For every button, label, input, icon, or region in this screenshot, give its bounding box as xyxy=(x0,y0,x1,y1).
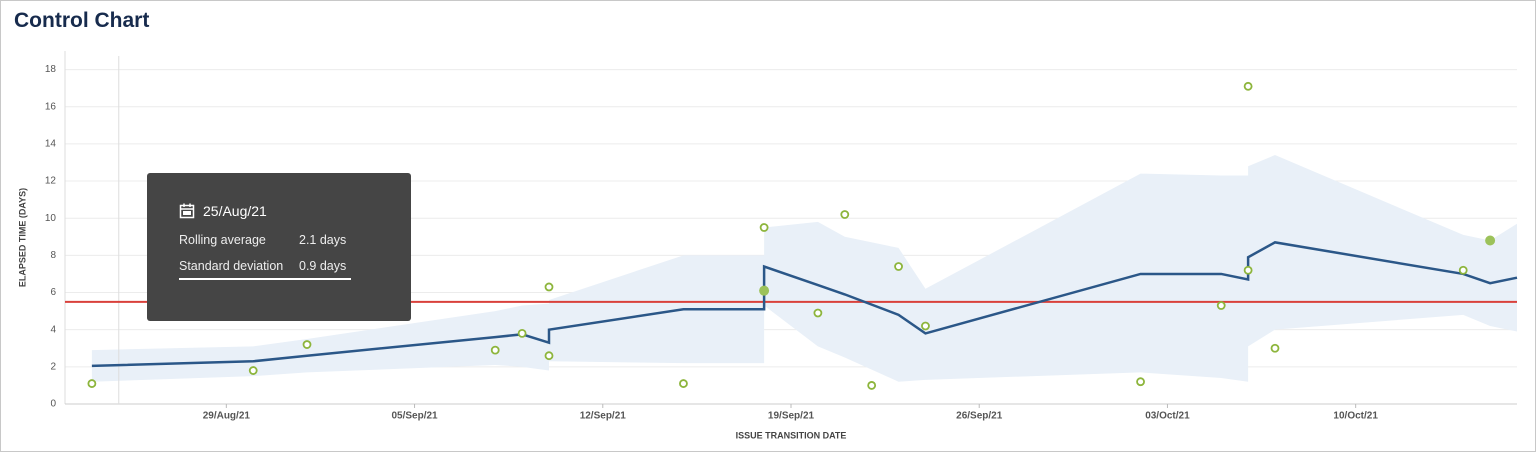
issue-point xyxy=(302,340,312,349)
issue-point xyxy=(1458,265,1468,275)
issue-point xyxy=(544,282,554,292)
tooltip-date-row: 25/Aug/21 xyxy=(179,203,411,219)
issue-point xyxy=(517,328,527,338)
issue-point xyxy=(490,345,500,355)
chart-title: Control Chart xyxy=(14,9,150,32)
y-tick-label: 4 xyxy=(50,324,56,335)
issue-point xyxy=(1216,301,1226,310)
rolling-average-line xyxy=(91,241,1518,368)
std-dev-band xyxy=(91,155,1517,382)
issue-point xyxy=(1136,377,1145,387)
issue-point xyxy=(87,379,97,388)
cluster-point xyxy=(1485,235,1496,246)
issue-point xyxy=(1243,265,1253,275)
tooltip-label: Rolling average xyxy=(179,233,266,247)
tooltip-label: Standard deviation xyxy=(179,259,284,273)
y-tick-label: 6 xyxy=(50,287,56,298)
x-tick-label: 05/Sep/21 xyxy=(391,411,438,422)
issue-point xyxy=(921,321,930,331)
tooltip: 25/Aug/21 Rolling average 2.1 days Standa… xyxy=(147,173,411,321)
x-tick-label: 12/Sep/21 xyxy=(580,411,627,422)
issue-point xyxy=(759,223,769,232)
y-tick-label: 18 xyxy=(45,64,57,75)
issue-point xyxy=(867,381,877,390)
y-tick-label: 16 xyxy=(45,101,57,112)
cluster-point xyxy=(759,285,770,296)
tooltip-value: 0.9 days xyxy=(299,259,347,273)
issue-point xyxy=(813,308,823,318)
y-tick-label: 2 xyxy=(50,361,56,372)
x-tick-label: 10/Oct/21 xyxy=(1333,411,1378,422)
tooltip-row: Rolling average 2.1 days xyxy=(179,233,411,247)
tooltip-value: 2.1 days xyxy=(299,233,347,247)
issue-point xyxy=(679,379,688,388)
tooltip-row: Standard deviation 0.9 days xyxy=(179,259,351,280)
issue-point xyxy=(840,210,850,219)
y-tick-label: 8 xyxy=(50,250,56,261)
y-axis-label: ELAPSED TIME (DAYS) xyxy=(17,188,27,287)
x-tick-label: 19/Sep/21 xyxy=(768,411,815,422)
issue-point xyxy=(1270,343,1280,353)
y-tick-label: 10 xyxy=(45,213,57,224)
y-tick-label: 12 xyxy=(45,176,57,187)
x-axis-label: ISSUE TRANSITION DATE xyxy=(736,430,847,440)
tooltip-date: 25/Aug/21 xyxy=(203,203,267,219)
x-tick-label: 26/Sep/21 xyxy=(956,411,1003,422)
x-tick-label: 03/Oct/21 xyxy=(1145,411,1190,422)
x-tick-label: 29/Aug/21 xyxy=(203,411,251,422)
issue-point xyxy=(894,262,903,271)
calendar-icon xyxy=(179,203,195,219)
issue-point xyxy=(248,366,258,375)
y-tick-label: 14 xyxy=(45,139,57,150)
issue-point xyxy=(544,351,554,361)
y-tick-label: 0 xyxy=(50,399,56,410)
issue-point xyxy=(1243,81,1253,91)
